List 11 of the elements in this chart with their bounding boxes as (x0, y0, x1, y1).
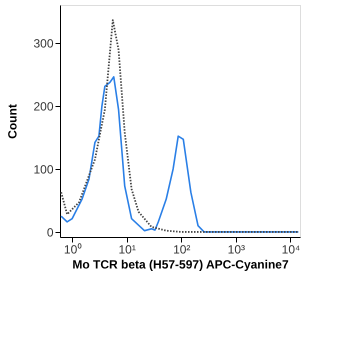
x-tick-label: 10¹ (118, 242, 136, 256)
y-tick-label: 300 (33, 36, 54, 50)
x-tick-label: 10⁰ (64, 242, 82, 256)
y-tick-label: 0 (46, 225, 54, 240)
x-tick-label: 10⁴ (282, 242, 300, 256)
x-tick-label: 10² (173, 242, 190, 256)
y-axis-title: Count (5, 104, 20, 139)
y-tick-label: 100 (33, 162, 54, 176)
x-axis-title: Mo TCR beta (H57-597) APC-Cyanine7 (72, 258, 289, 272)
y-tick-label: 200 (33, 99, 54, 114)
x-tick-label: 10³ (228, 242, 245, 256)
